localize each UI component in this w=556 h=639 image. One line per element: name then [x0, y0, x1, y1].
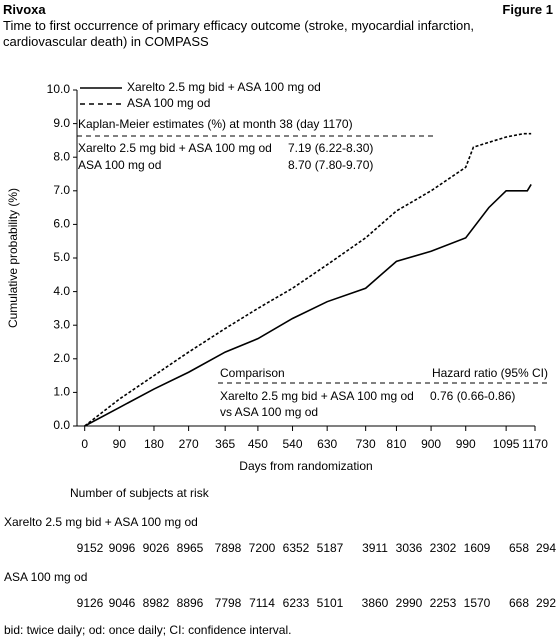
- legend-label: Xarelto 2.5 mg bid + ASA 100 mg od: [127, 80, 321, 94]
- x-tick-label: 0: [81, 437, 88, 451]
- y-tick-label: 5.0: [53, 250, 70, 264]
- y-axis-label: Cumulative probability (%): [6, 188, 20, 328]
- x-tick-label: 810: [386, 437, 406, 451]
- risk-group-label: ASA 100 mg od: [4, 570, 87, 584]
- x-tick-label: 730: [356, 437, 376, 451]
- y-tick-label: 7.0: [53, 183, 70, 197]
- risk-count: 3860: [362, 596, 389, 610]
- km-row-label: Xarelto 2.5 mg bid + ASA 100 mg od: [78, 141, 272, 155]
- risk-count: 8896: [177, 596, 204, 610]
- y-tick-label: 8.0: [53, 149, 70, 163]
- y-tick-label: 9.0: [53, 116, 70, 130]
- x-tick-label: 270: [179, 437, 199, 451]
- risk-count: 2990: [396, 596, 423, 610]
- risk-count: 3036: [396, 541, 423, 555]
- y-tick-label: 2.0: [53, 351, 70, 365]
- y-tick-label: 6.0: [53, 217, 70, 231]
- risk-count: 294: [536, 541, 556, 555]
- y-tick-label: 3.0: [53, 317, 70, 331]
- risk-count: 668: [509, 596, 529, 610]
- y-tick-label: 4.0: [53, 284, 70, 298]
- x-tick-label: 900: [421, 437, 441, 451]
- risk-count: 9152: [77, 541, 104, 555]
- x-tick-label: 90: [113, 437, 127, 451]
- comparison-line: Xarelto 2.5 mg bid + ASA 100 mg od: [220, 389, 414, 403]
- risk-count: 9096: [109, 541, 136, 555]
- comparison-header: Hazard ratio (95% CI): [432, 366, 548, 380]
- risk-count: 2302: [430, 541, 457, 555]
- risk-count: 658: [509, 541, 529, 555]
- x-tick-label: 450: [248, 437, 268, 451]
- y-tick-label: 10.0: [47, 82, 71, 96]
- x-tick-label: 1095: [493, 437, 520, 451]
- risk-count: 9026: [143, 541, 170, 555]
- x-tick-label: 630: [317, 437, 337, 451]
- comparison-line: vs ASA 100 mg od: [220, 405, 318, 419]
- risk-count: 6233: [283, 596, 310, 610]
- x-tick-label: 1170: [522, 437, 548, 451]
- legend-label: ASA 100 mg od: [127, 96, 210, 110]
- title: Rivoxa: [3, 2, 46, 17]
- risk-count: 2253: [430, 596, 457, 610]
- km-row-label: ASA 100 mg od: [78, 158, 161, 172]
- x-tick-label: 540: [283, 437, 303, 451]
- footnote: bid: twice daily; od: once daily; CI: co…: [4, 623, 291, 637]
- km-row-value: 7.19 (6.22-8.30): [288, 141, 373, 155]
- header: Rivoxa Figure 1 Time to first occurrence…: [3, 2, 553, 50]
- risk-count: 6352: [283, 541, 310, 555]
- risk-count: 5101: [317, 596, 344, 610]
- risk-count: 5187: [317, 541, 344, 555]
- subtitle: Time to first occurrence of primary effi…: [3, 18, 475, 49]
- risk-count: 7114: [249, 596, 275, 610]
- risk-count: 8965: [177, 541, 204, 555]
- figure-label: Figure 1: [502, 2, 553, 17]
- km-title: Kaplan-Meier estimates (%) at month 38 (…: [78, 117, 353, 131]
- risk-count: 1570: [464, 596, 491, 610]
- risk-group-label: Xarelto 2.5 mg bid + ASA 100 mg od: [4, 515, 198, 529]
- x-tick-label: 180: [144, 437, 164, 451]
- km-curve: [84, 132, 532, 427]
- risk-count: 292: [536, 596, 556, 610]
- x-tick-label: 990: [456, 437, 476, 451]
- risk-count: 7898: [215, 541, 242, 555]
- km-row-value: 8.70 (7.80-9.70): [288, 158, 373, 172]
- risk-count: 9126: [77, 596, 104, 610]
- hazard-ratio: 0.76 (0.66-0.86): [430, 389, 515, 403]
- risk-count: 9046: [109, 596, 136, 610]
- comparison-header: Comparison: [220, 366, 285, 380]
- x-axis-label: Days from randomization: [239, 459, 372, 473]
- risk-count: 7798: [215, 596, 242, 610]
- risk-count: 1609: [464, 541, 491, 555]
- risk-count: 7200: [249, 541, 276, 555]
- km-curve: [84, 184, 532, 427]
- risk-count: 8982: [143, 596, 170, 610]
- x-tick-label: 365: [215, 437, 235, 451]
- risk-count: 3911: [362, 541, 388, 555]
- risk-title: Number of subjects at risk: [70, 486, 210, 500]
- y-tick-label: 0.0: [53, 418, 70, 432]
- y-tick-label: 1.0: [53, 385, 70, 399]
